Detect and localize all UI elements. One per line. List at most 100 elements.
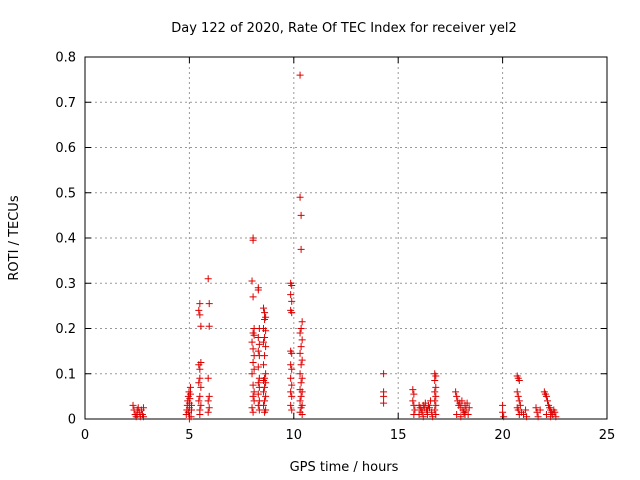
data-point [195,397,203,405]
data-point [380,370,388,378]
data-point [380,399,388,407]
x-axis-label: GPS time / hours [290,460,399,475]
data-point [515,377,523,385]
data-point [536,406,544,414]
data-point [205,300,213,308]
data-point [415,410,423,418]
data-point [261,397,269,405]
y-tick-label: 0.4 [55,232,76,247]
y-tick-label: 0.3 [55,277,76,292]
data-point [296,71,304,79]
x-tick-label: 20 [494,428,511,443]
data-point [187,401,195,409]
y-tick-label: 0.6 [55,141,76,156]
data-point [516,401,524,409]
data-point [288,365,296,373]
y-tick-label: 0.8 [55,51,76,66]
data-point [432,401,440,409]
data-point [204,275,212,283]
data-point [186,383,194,391]
data-point [249,408,257,416]
data-point [197,383,205,391]
data-point [542,410,550,418]
axis-ticks [84,56,608,420]
data-point [287,374,295,382]
data-point [296,370,304,378]
data-point [254,286,262,294]
data-point [297,343,305,351]
data-point [139,404,147,412]
data-point [288,309,296,317]
data-point [458,397,466,405]
data-point [139,413,147,421]
data-point [380,392,388,400]
data-point [250,331,258,339]
data-point [431,377,439,385]
data-point [250,388,258,396]
data-point [423,406,431,414]
data-point [288,392,296,400]
data-point [431,406,439,414]
data-point [196,311,204,319]
data-point [262,343,270,351]
y-tick-label: 0.2 [55,322,76,337]
data-point [248,404,256,412]
data-point [409,397,417,405]
data-point [260,338,268,346]
data-point [288,381,296,389]
data-point [254,334,262,342]
data-point [298,388,306,396]
data-point [432,383,440,391]
data-point [297,245,305,253]
data-point [500,413,508,421]
data-point [296,193,304,201]
data-point [260,401,268,409]
data-point [297,211,305,219]
x-tick-label: 0 [81,428,89,443]
data-point [195,379,203,387]
data-point [534,413,542,421]
data-point [288,282,296,290]
data-point [515,397,523,405]
data-points [129,71,560,423]
data-point [129,401,137,409]
data-point [551,408,559,416]
data-point [248,370,256,378]
data-point [432,392,440,400]
data-point [261,309,269,317]
y-tick-label: 0 [68,413,76,428]
x-tick-label: 25 [599,428,616,443]
data-point [249,381,257,389]
data-point [419,413,427,421]
data-point [298,336,306,344]
data-point [262,370,270,378]
data-point [249,236,257,244]
data-point [254,347,262,355]
data-point [197,401,205,409]
x-tick-label: 5 [185,428,193,443]
data-point [463,399,471,407]
data-point [255,406,263,414]
data-point [197,322,205,330]
data-point [260,361,268,369]
y-tick-label: 0.7 [55,96,76,111]
data-point [254,363,262,371]
tick-labels: 0 5 10 15 20 25 0 0.1 0.2 0.3 0.4 0.5 0.6 0.7 0.8 [55,51,615,444]
data-point [248,277,256,285]
data-point [196,365,204,373]
data-point [287,388,295,396]
data-point [249,358,257,366]
data-point [543,397,551,405]
y-tick-label: 0.5 [55,186,76,201]
data-point [196,300,204,308]
data-point [532,404,540,412]
data-point [465,404,473,412]
data-point [205,404,213,412]
data-point [260,304,268,312]
data-point [296,329,304,337]
chart-title: Day 122 of 2020, Rate Of TEC Index for r… [171,21,517,36]
x-tick-label: 15 [390,428,407,443]
data-point [410,390,418,398]
data-point [196,374,204,382]
data-point [298,410,306,418]
